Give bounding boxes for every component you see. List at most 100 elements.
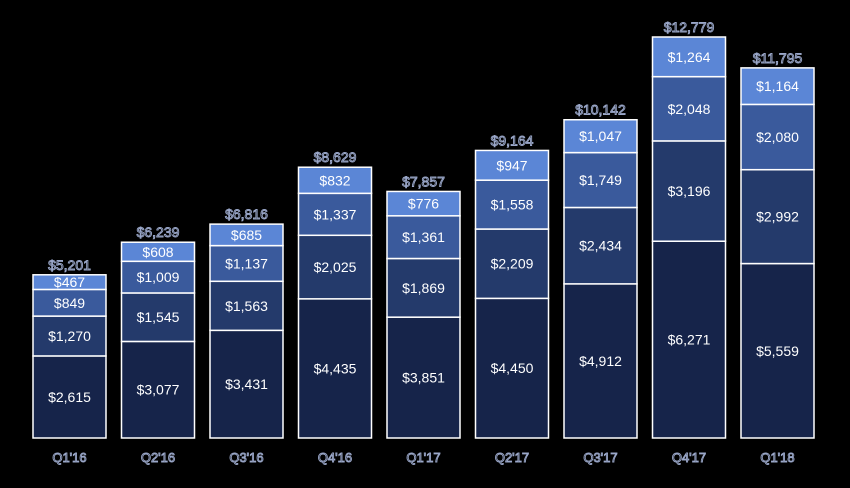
bar-segment bbox=[740, 262, 815, 439]
bar-segment bbox=[563, 151, 638, 209]
bar-segment bbox=[563, 206, 638, 285]
x-axis-tick-label: Q2'17 bbox=[495, 450, 529, 465]
totals-layer: $5,201 $6,239 $6,816 $8,629 $7,857 $9,164 $10,… bbox=[48, 19, 803, 274]
bar-segment bbox=[297, 298, 373, 439]
bar-segment bbox=[209, 280, 284, 332]
bar-segment bbox=[297, 166, 373, 195]
bar-total-label: $6,816 bbox=[225, 206, 268, 222]
segment-value-label: $467 bbox=[54, 274, 85, 290]
segment-value-label: $2,434 bbox=[579, 238, 622, 254]
bar-group: $5,559 $2,992 $2,080 $1,164 bbox=[740, 67, 815, 439]
bar-total-label: $10,142 bbox=[575, 102, 626, 118]
bar-segment bbox=[474, 297, 550, 439]
segment-value-label: $608 bbox=[142, 244, 173, 260]
segment-value-label: $1,270 bbox=[48, 328, 91, 344]
segment-value-label: $1,558 bbox=[491, 197, 534, 213]
bar-group: $2,615 $1,270 $849 $467 bbox=[32, 274, 107, 439]
bar-total-label: $7,857 bbox=[402, 173, 445, 189]
bar-segment bbox=[32, 355, 107, 439]
segment-value-label: $1,009 bbox=[137, 269, 180, 285]
segment-value-label: $4,435 bbox=[314, 360, 357, 376]
segment-value-label: $1,749 bbox=[579, 172, 622, 188]
segment-value-label: $832 bbox=[319, 172, 350, 188]
segment-value-label: $3,196 bbox=[668, 183, 711, 199]
segment-value-label: $3,077 bbox=[137, 382, 180, 398]
bar-group: $4,435 $2,025 $1,337 $832 bbox=[297, 166, 373, 439]
bar-group: $6,271 $3,196 $2,048 $1,264 bbox=[651, 36, 727, 439]
segment-value-label: $1,869 bbox=[402, 280, 445, 296]
bar-segment bbox=[386, 316, 461, 439]
bar-segment bbox=[740, 103, 815, 171]
bar-segment bbox=[651, 140, 727, 242]
bar-group: $3,851 $1,869 $1,361 $776 bbox=[386, 190, 461, 439]
segment-value-label: $776 bbox=[408, 196, 439, 212]
bar-group: $3,077 $1,545 $1,009 $608 bbox=[120, 241, 196, 439]
segment-value-label: $1,164 bbox=[756, 78, 799, 94]
bar-segment bbox=[120, 292, 196, 343]
x-axis-tick-label: Q1'16 bbox=[52, 450, 86, 465]
segment-value-label: $849 bbox=[54, 295, 85, 311]
segment-value-label: $1,361 bbox=[402, 229, 445, 245]
segment-value-label: $1,264 bbox=[668, 49, 711, 65]
bar-segment bbox=[120, 260, 196, 294]
x-axis-tick-label: Q4'16 bbox=[318, 450, 352, 465]
segment-value-label: $1,337 bbox=[314, 206, 357, 222]
bar-segment bbox=[563, 118, 638, 154]
segment-value-label: $2,080 bbox=[756, 129, 799, 145]
x-axis-tick-labels: Q1'16 Q2'16 Q3'16 Q4'16 Q1'17 Q2'17 Q3'17 Q4'17… bbox=[52, 450, 795, 466]
bar-segment bbox=[386, 215, 461, 260]
segment-value-label: $2,615 bbox=[48, 389, 91, 405]
bar-total-label: $12,779 bbox=[664, 19, 715, 35]
bar-segment bbox=[474, 149, 550, 181]
x-axis-tick-label: Q4'17 bbox=[672, 450, 706, 465]
bar-segment bbox=[120, 340, 196, 439]
bar-segment bbox=[297, 234, 373, 300]
bar-total-label: $5,201 bbox=[48, 257, 91, 273]
bar-segment bbox=[740, 67, 815, 106]
segment-value-label: $2,048 bbox=[668, 101, 711, 117]
segment-value-label: $3,431 bbox=[225, 376, 268, 392]
segment-value-label: $1,137 bbox=[225, 255, 268, 271]
bar-segment bbox=[740, 168, 815, 265]
x-axis-tick-label: Q3'16 bbox=[229, 450, 263, 465]
segment-value-label: $1,545 bbox=[137, 309, 180, 325]
bar-segment bbox=[32, 274, 107, 291]
bar-segment bbox=[474, 179, 550, 230]
bar-group: $4,450 $2,209 $1,558 $947 bbox=[474, 149, 550, 439]
segment-value-label: $2,992 bbox=[756, 209, 799, 225]
bar-segment bbox=[32, 288, 107, 317]
bar-segment bbox=[120, 241, 196, 263]
segment-value-label: $1,563 bbox=[225, 298, 268, 314]
bar-group: $3,431 $1,563 $1,137 $685 bbox=[209, 223, 284, 439]
bar-segment bbox=[651, 75, 727, 142]
bar-group: $4,912 $2,434 $1,749 $1,047 bbox=[563, 118, 638, 439]
bar-segment bbox=[651, 240, 727, 439]
x-axis-tick-label: Q3'17 bbox=[583, 450, 617, 465]
segment-value-label: $5,559 bbox=[756, 343, 799, 359]
bar-segment bbox=[386, 257, 461, 318]
segment-value-label: $685 bbox=[231, 227, 262, 243]
x-axis-tick-label: Q2'16 bbox=[141, 450, 175, 465]
bar-total-label: $9,164 bbox=[491, 132, 534, 148]
segment-value-label: $4,912 bbox=[579, 353, 622, 369]
x-axis-tick-label: Q1'18 bbox=[760, 450, 794, 465]
segment-value-label: $2,025 bbox=[314, 259, 357, 275]
segment-value-label: $1,047 bbox=[579, 128, 622, 144]
segment-value-label: $2,209 bbox=[491, 256, 534, 272]
x-axis-tick-label: Q1'17 bbox=[406, 450, 440, 465]
bar-total-label: $6,239 bbox=[137, 224, 180, 240]
bar-segment bbox=[209, 329, 284, 439]
segment-value-label: $3,851 bbox=[402, 370, 445, 386]
bar-segment bbox=[474, 228, 550, 300]
bar-total-label: $8,629 bbox=[314, 149, 357, 165]
bar-segment bbox=[297, 192, 373, 237]
bars-layer: $2,615 $1,270 $849 $467 $3,077 $1,545 $1,009 $6… bbox=[32, 36, 815, 439]
bar-segment bbox=[563, 283, 638, 439]
bar-segment bbox=[651, 36, 727, 78]
segment-value-label: $947 bbox=[496, 157, 527, 173]
segment-value-label: $6,271 bbox=[668, 332, 711, 348]
bar-segment bbox=[386, 190, 461, 217]
segment-value-label: $4,450 bbox=[491, 360, 534, 376]
bar-segment bbox=[209, 223, 284, 247]
